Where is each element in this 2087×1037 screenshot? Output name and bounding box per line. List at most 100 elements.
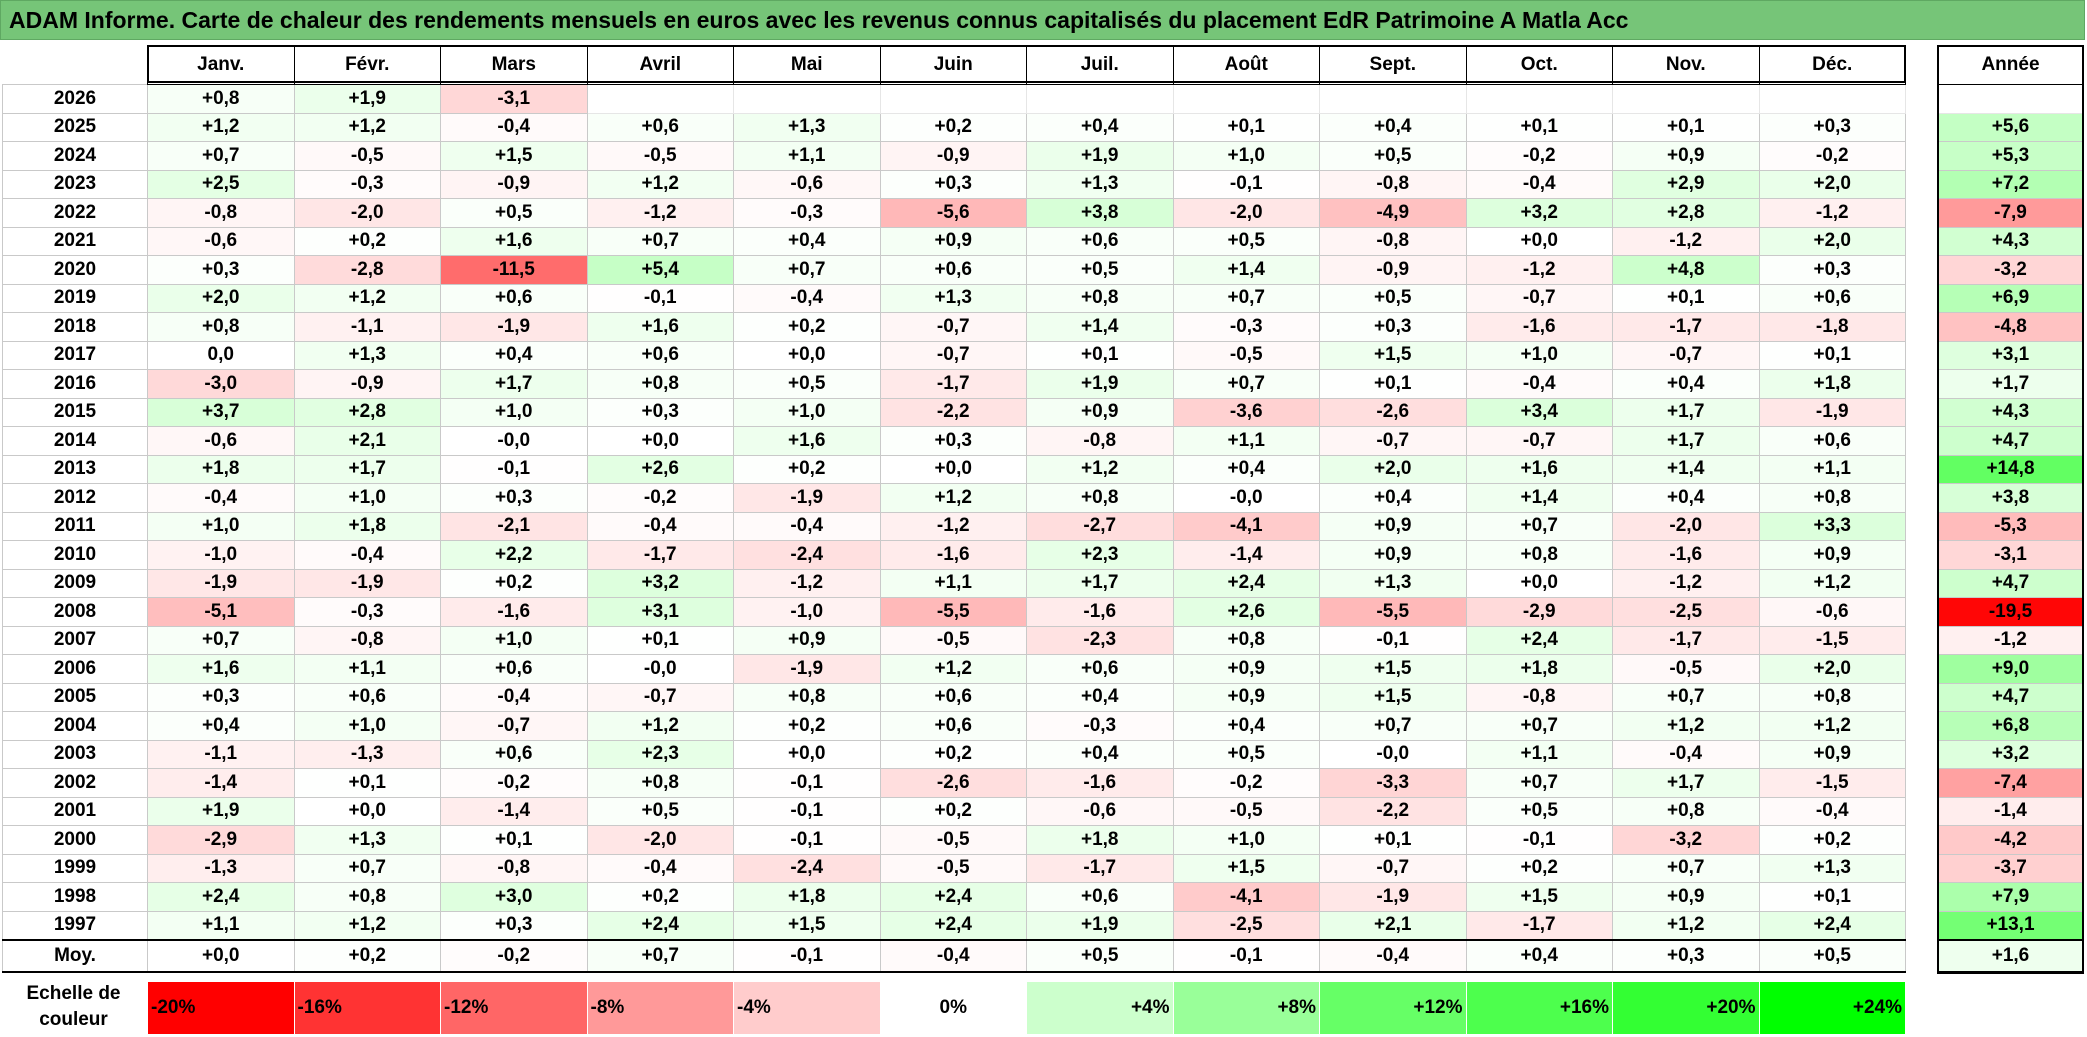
annual-cell: +4,3 bbox=[1937, 226, 2084, 256]
heatmap-cell: +0,3 bbox=[879, 426, 1027, 456]
year-row: 1997 +1,1 +1,2 +0,3 +2,4 +1,5 +2,4 +1,9 -2,5 +2,1… bbox=[2, 910, 1906, 940]
heatmap-cell: -0,4 bbox=[586, 511, 734, 541]
heatmap-cell: -0,4 bbox=[1465, 169, 1613, 199]
year-row: 2007 +0,7 -0,8 +1,0 +0,1 +0,9 -0,5 -2,3 +0,8 -0,1… bbox=[2, 625, 1906, 655]
heatmap-cell: +0,8 bbox=[1026, 283, 1174, 313]
year-label: 2005 bbox=[2, 682, 148, 712]
heatmap-cell: -3,3 bbox=[1319, 768, 1467, 798]
year-row: 2003 -1,1 -1,3 +0,6 +2,3 +0,0 +0,2 +0,4 +0,5 -0,0… bbox=[2, 739, 1906, 769]
heatmap-cell: +1,9 bbox=[147, 796, 295, 826]
heatmap-cell: -1,5 bbox=[1758, 625, 1906, 655]
heatmap-cell: +0,9 bbox=[1612, 882, 1760, 912]
heatmap-cell: +3,4 bbox=[1465, 397, 1613, 427]
heatmap-cell: +1,4 bbox=[1026, 312, 1174, 342]
monthly-returns-table: Janv. Févr. Mars Avril Mai Juin Juil. Août Sept.… bbox=[2, 45, 1906, 973]
heatmap-cell: -0,5 bbox=[879, 853, 1027, 883]
scale-step: +8% bbox=[1172, 981, 1320, 1035]
heatmap-cell: +1,8 bbox=[1465, 654, 1613, 684]
heatmap-cell: -4,1 bbox=[1172, 511, 1320, 541]
heatmap-cell: +2,1 bbox=[1319, 910, 1467, 940]
heatmap-cell: +2,4 bbox=[586, 910, 734, 940]
heatmap-cell: -2,1 bbox=[440, 511, 588, 541]
heatmap-cell bbox=[1172, 84, 1320, 114]
heatmap-cell: +1,5 bbox=[1172, 853, 1320, 883]
heatmap-cell: +1,1 bbox=[1465, 739, 1613, 769]
heatmap-cell: +2,3 bbox=[1026, 540, 1174, 570]
heatmap-cell: -0,8 bbox=[1319, 169, 1467, 199]
heatmap-cell: +2,0 bbox=[147, 283, 295, 313]
heatmap-cell: +4,8 bbox=[1612, 255, 1760, 285]
heatmap-cell: -0,2 bbox=[1758, 141, 1906, 171]
heatmap-cell: +0,8 bbox=[733, 682, 881, 712]
heatmap-cell: +1,8 bbox=[733, 882, 881, 912]
heatmap-cell: +0,6 bbox=[1758, 426, 1906, 456]
heatmap-cell: +3,1 bbox=[586, 597, 734, 627]
heatmap-cell: -1,9 bbox=[147, 568, 295, 598]
heatmap-cell: +0,0 bbox=[586, 426, 734, 456]
heatmap-cell: +0,3 bbox=[1758, 255, 1906, 285]
heatmap-cell: +0,6 bbox=[1758, 283, 1906, 313]
year-label: 2009 bbox=[2, 568, 148, 598]
heatmap-cell: +0,1 bbox=[1026, 340, 1174, 370]
annual-cell: -4,2 bbox=[1937, 825, 2084, 855]
heatmap-cell: -0,0 bbox=[1319, 739, 1467, 769]
heatmap-cell: +1,9 bbox=[1026, 369, 1174, 399]
heatmap-cell: -0,7 bbox=[1612, 340, 1760, 370]
heatmap-cell: +1,5 bbox=[1465, 882, 1613, 912]
year-label: 2024 bbox=[2, 141, 148, 171]
month-header: Janv. bbox=[147, 45, 295, 85]
heatmap-cell: +0,1 bbox=[293, 768, 441, 798]
heatmap-cell: +2,9 bbox=[1612, 169, 1760, 199]
heatmap-cell: -0,9 bbox=[1319, 255, 1467, 285]
heatmap-cell: -0,1 bbox=[733, 825, 881, 855]
heatmap-cell: -0,8 bbox=[293, 625, 441, 655]
heatmap-cell: -0,9 bbox=[440, 169, 588, 199]
heatmap-cell: +0,0 bbox=[733, 739, 881, 769]
heatmap-cell: -2,5 bbox=[1172, 910, 1320, 940]
year-row: 2005 +0,3 +0,6 -0,4 -0,7 +0,8 +0,6 +0,4 +0,9 +1,5… bbox=[2, 682, 1906, 712]
annual-cell: -7,4 bbox=[1937, 768, 2084, 798]
heatmap-cell: +1,9 bbox=[1026, 141, 1174, 171]
heatmap-cell: -5,6 bbox=[879, 198, 1027, 228]
year-label: 2001 bbox=[2, 796, 148, 826]
heatmap-cell: -0,1 bbox=[1465, 825, 1613, 855]
year-row: 2024 +0,7 -0,5 +1,5 -0,5 +1,1 -0,9 +1,9 +1,0 +0,5… bbox=[2, 141, 1906, 171]
heatmap-cell: +0,8 bbox=[1758, 483, 1906, 513]
heatmap-cell: +0,4 bbox=[440, 340, 588, 370]
heatmap-cell: +1,1 bbox=[1758, 454, 1906, 484]
heatmap-cell: -0,3 bbox=[1172, 312, 1320, 342]
heatmap-cell: -1,6 bbox=[1026, 597, 1174, 627]
heatmap-cell: -0,8 bbox=[1465, 682, 1613, 712]
heatmap-cell: -0,8 bbox=[440, 853, 588, 883]
annual-cell: +4,3 bbox=[1937, 397, 2084, 427]
annual-cell: -5,3 bbox=[1937, 511, 2084, 541]
year-row: 2020 +0,3 -2,8 -11,5 +5,4 +0,7 +0,6 +0,5 +1,4 -0,… bbox=[2, 255, 1906, 285]
heatmap-cell: -0,8 bbox=[147, 198, 295, 228]
heatmap-cell: +0,3 bbox=[440, 483, 588, 513]
year-label: 2011 bbox=[2, 511, 148, 541]
scale-step: +4% bbox=[1026, 981, 1174, 1035]
heatmap-cell: +1,0 bbox=[293, 711, 441, 741]
heatmap-cell bbox=[1319, 84, 1467, 114]
year-label: 2019 bbox=[2, 283, 148, 313]
year-label: 2013 bbox=[2, 454, 148, 484]
heatmap-cell: +1,0 bbox=[440, 625, 588, 655]
heatmap-cell: -1,6 bbox=[440, 597, 588, 627]
year-label: 2007 bbox=[2, 625, 148, 655]
heatmap-cell: -3,0 bbox=[147, 369, 295, 399]
heatmap-cell: +1,2 bbox=[293, 910, 441, 940]
average-cell: +0,0 bbox=[147, 938, 295, 973]
heatmap-cell: +0,2 bbox=[733, 454, 881, 484]
annual-cell: +3,2 bbox=[1937, 739, 2084, 769]
heatmap-cell: +5,4 bbox=[586, 255, 734, 285]
scale-step: -16% bbox=[293, 981, 441, 1035]
heatmap-cell: -1,2 bbox=[1758, 198, 1906, 228]
heatmap-cell: -1,8 bbox=[1758, 312, 1906, 342]
heatmap-cell: -3,2 bbox=[1612, 825, 1760, 855]
heatmap-cell: -0,5 bbox=[879, 625, 1027, 655]
heatmap-cell: -0,0 bbox=[440, 426, 588, 456]
average-cell: -0,2 bbox=[440, 938, 588, 973]
year-row: 1999 -1,3 +0,7 -0,8 -0,4 -2,4 -0,5 -1,7 +1,5 -0,7… bbox=[2, 853, 1906, 883]
heatmap-cell: +0,2 bbox=[293, 226, 441, 256]
heatmap-cell: +2,5 bbox=[147, 169, 295, 199]
